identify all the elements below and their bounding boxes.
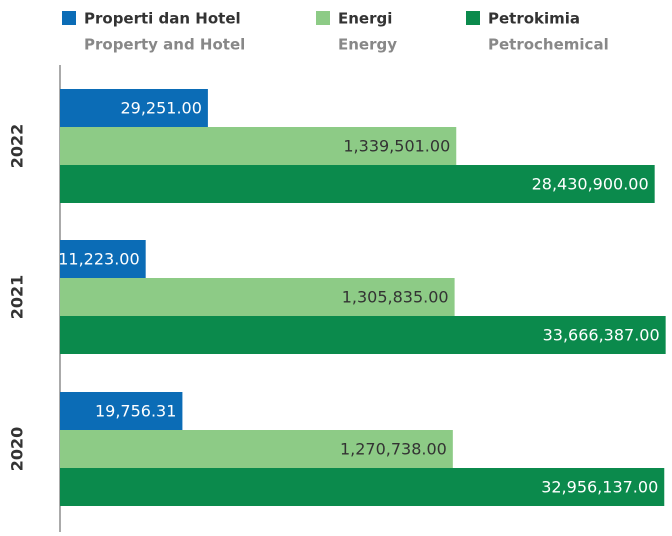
value-label: 32,956,137.00 <box>541 478 658 497</box>
value-label: 28,430,900.00 <box>532 175 649 194</box>
value-label: 33,666,387.00 <box>543 326 660 345</box>
bar <box>60 392 183 430</box>
legend-swatch <box>316 11 330 25</box>
bar <box>60 430 453 468</box>
bar <box>60 127 457 165</box>
bar <box>60 278 455 316</box>
bar <box>60 165 655 203</box>
legend-label: Energi <box>338 10 392 28</box>
value-label: 1,305,835.00 <box>342 288 449 307</box>
legend-sublabel: Property and Hotel <box>84 36 245 54</box>
category-label: 2020 <box>8 427 27 472</box>
legend-swatch <box>62 11 76 25</box>
bar <box>60 316 666 354</box>
legend-sublabel: Petrochemical <box>488 36 609 54</box>
value-label: 11,223.00 <box>58 250 139 269</box>
value-label: 1,339,501.00 <box>343 137 450 156</box>
bar <box>60 89 208 127</box>
legend-swatch <box>466 11 480 25</box>
value-label: 29,251.00 <box>120 99 201 118</box>
category-label: 2021 <box>8 275 27 320</box>
value-label: 1,270,738.00 <box>340 440 447 459</box>
bar <box>60 468 665 506</box>
value-label: 19,756.31 <box>95 402 176 421</box>
legend-sublabel: Energy <box>338 36 397 54</box>
legend-label: Properti dan Hotel <box>84 10 241 28</box>
bar <box>60 240 146 278</box>
legend-label: Petrokimia <box>488 10 580 28</box>
category-label: 2022 <box>8 124 27 169</box>
